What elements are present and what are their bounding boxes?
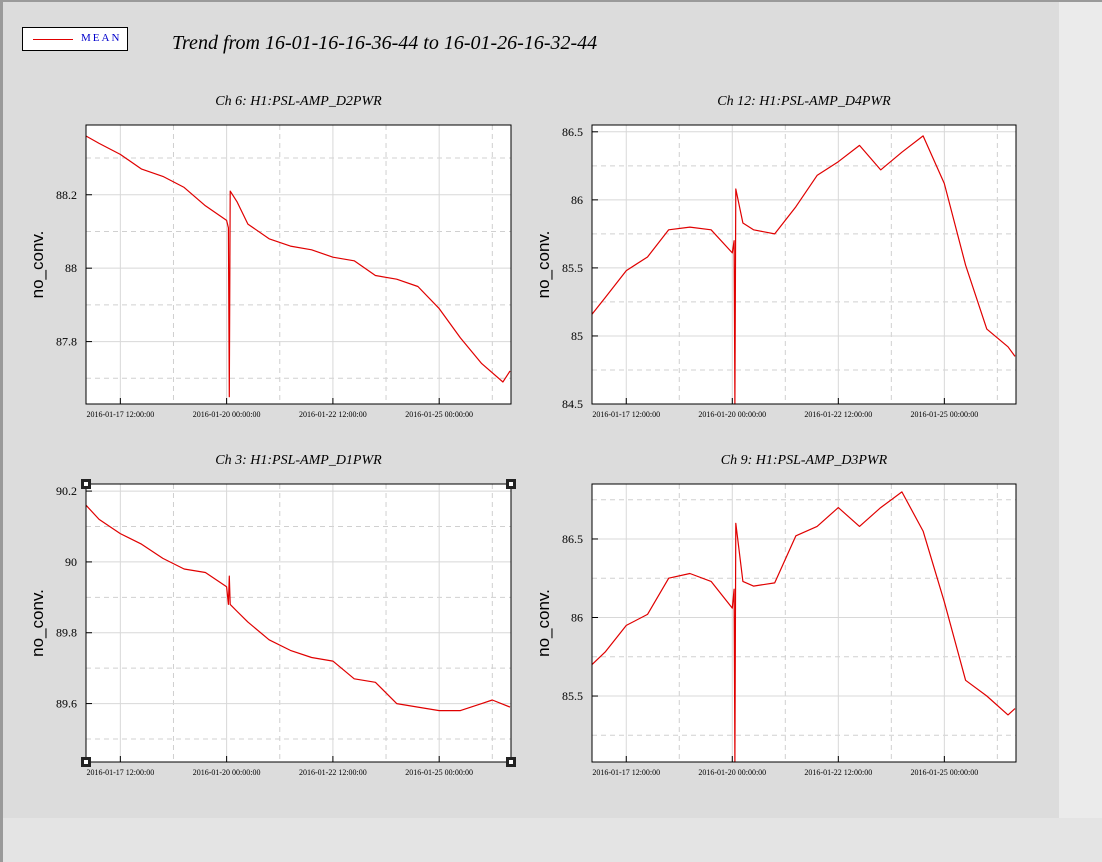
- legend-line-swatch: [33, 39, 73, 40]
- chart-panel: 85.5 86 86.5 2016-01-17 12:00:00 2016-01-20 …: [534, 453, 1017, 777]
- plot-border: [591, 483, 1017, 763]
- y-tick-label: 86.5: [562, 532, 583, 546]
- selection-handle-center: [509, 482, 513, 486]
- plot-border: [591, 124, 1017, 405]
- chart-title: Ch 12: H1:PSL-AMP_D4PWR: [717, 94, 891, 109]
- x-tick-label: 2016-01-17 12:00:00: [592, 410, 660, 419]
- series-line-mean: [591, 491, 1016, 763]
- y-tick-label: 89.6: [56, 697, 77, 711]
- y-tick-label: 85: [571, 329, 583, 343]
- x-tick-label: 2016-01-20 00:00:00: [698, 768, 766, 777]
- plot-area: [592, 125, 1016, 404]
- chart-panel: 87.8 88 88.2 2016-01-17 12:00:00 2016-01-20 …: [28, 94, 512, 419]
- x-tick-label: 2016-01-22 12:00:00: [804, 768, 872, 777]
- y-axis-label: no_conv.: [28, 589, 47, 657]
- selection-handle-center: [84, 482, 88, 486]
- y-tick-label: 86: [571, 611, 583, 625]
- plot-area: [86, 484, 511, 762]
- x-tick-label: 2016-01-17 12:00:00: [592, 768, 660, 777]
- y-tick-label: 90.2: [56, 484, 77, 498]
- series-line-mean: [591, 135, 1016, 405]
- y-tick-label: 86: [571, 193, 583, 207]
- page-title: Trend from 16-01-16-16-36-44 to 16-01-26…: [172, 32, 598, 54]
- chart-title: Ch 6: H1:PSL-AMP_D2PWR: [215, 94, 382, 109]
- y-tick-label: 84.5: [562, 397, 583, 411]
- x-tick-label: 2016-01-20 00:00:00: [193, 768, 261, 777]
- chart-panel: 89.6 89.8 90 90.2 2016-01-17 12:00:00 2016-01…: [28, 453, 516, 777]
- y-axis-label: no_conv.: [28, 231, 47, 299]
- series-line-mean: [85, 504, 511, 712]
- y-tick-label: 85.5: [562, 261, 583, 275]
- x-tick-label: 2016-01-25 00:00:00: [910, 410, 978, 419]
- side-panel: [1059, 2, 1102, 818]
- legend-label: MEAN: [81, 32, 122, 44]
- x-tick-label: 2016-01-22 12:00:00: [299, 410, 367, 419]
- selection-handle-center: [84, 760, 88, 764]
- x-tick-label: 2016-01-20 00:00:00: [193, 410, 261, 419]
- chart-panel: 84.5 85 85.5 86 86.5 2016-01-17 12:00:00 2016-…: [534, 94, 1017, 419]
- y-tick-label: 89.8: [56, 626, 77, 640]
- legend-box: MEAN: [22, 27, 128, 51]
- y-tick-label: 88.2: [56, 188, 77, 202]
- x-tick-label: 2016-01-25 00:00:00: [405, 410, 473, 419]
- selection-handle-center: [509, 760, 513, 764]
- y-axis-label: no_conv.: [534, 589, 553, 657]
- x-tick-label: 2016-01-22 12:00:00: [804, 410, 872, 419]
- plot-area: [86, 125, 511, 404]
- y-tick-label: 88: [65, 261, 77, 275]
- series-line-mean: [85, 135, 511, 398]
- y-tick-label: 85.5: [562, 689, 583, 703]
- x-tick-label: 2016-01-17 12:00:00: [86, 768, 154, 777]
- y-tick-label: 86.5: [562, 125, 583, 139]
- y-tick-label: 87.8: [56, 335, 77, 349]
- plot-border: [85, 124, 512, 405]
- plot-border: [85, 483, 512, 763]
- y-axis-label: no_conv.: [534, 231, 553, 299]
- x-tick-label: 2016-01-20 00:00:00: [698, 410, 766, 419]
- x-tick-label: 2016-01-25 00:00:00: [405, 768, 473, 777]
- x-tick-label: 2016-01-17 12:00:00: [86, 410, 154, 419]
- x-tick-label: 2016-01-25 00:00:00: [910, 768, 978, 777]
- x-tick-label: 2016-01-22 12:00:00: [299, 768, 367, 777]
- chart-title: Ch 3: H1:PSL-AMP_D1PWR: [215, 453, 382, 468]
- chart-title: Ch 9: H1:PSL-AMP_D3PWR: [721, 453, 888, 468]
- y-tick-label: 90: [65, 555, 77, 569]
- plot-area: [592, 484, 1016, 762]
